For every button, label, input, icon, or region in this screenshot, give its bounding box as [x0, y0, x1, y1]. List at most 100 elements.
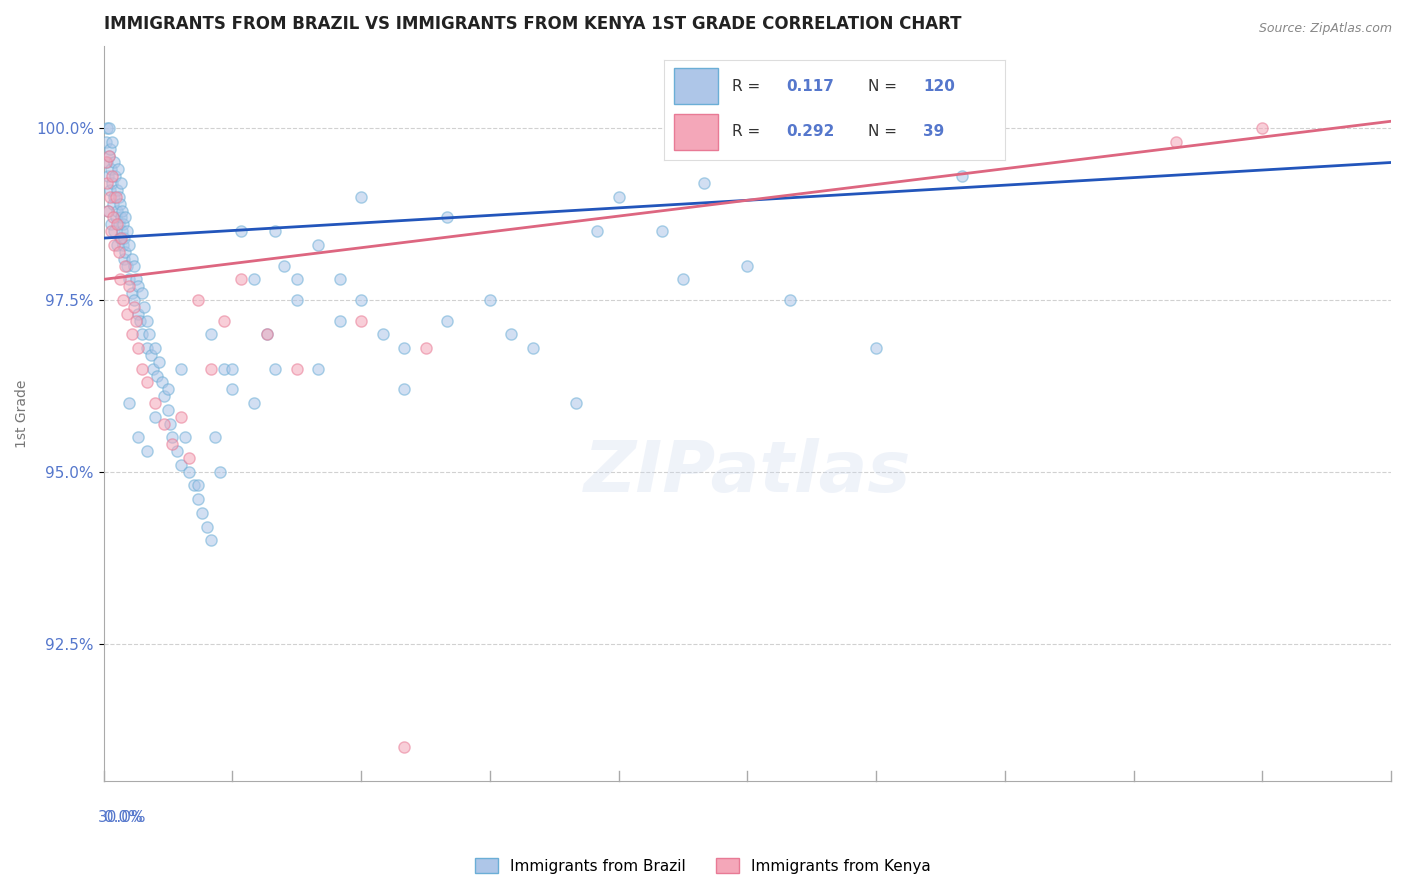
Point — [350, 190, 373, 204]
Point — [110, 176, 132, 190]
Point — [212, 313, 235, 327]
Point — [187, 293, 209, 307]
Point — [200, 327, 222, 342]
Point — [150, 376, 173, 390]
Text: Source: ZipAtlas.com: Source: ZipAtlas.com — [1258, 22, 1392, 36]
Point — [143, 341, 166, 355]
Point — [415, 341, 437, 355]
Point — [329, 272, 352, 286]
Point — [103, 238, 125, 252]
Point — [104, 190, 127, 204]
Point — [125, 313, 148, 327]
Point — [100, 224, 122, 238]
Point — [586, 224, 609, 238]
Point — [138, 327, 160, 342]
Point — [103, 190, 125, 204]
Point — [221, 361, 243, 376]
Point — [392, 341, 415, 355]
Point — [110, 231, 132, 245]
Point — [779, 293, 801, 307]
Point — [114, 259, 136, 273]
Point — [107, 162, 129, 177]
Point — [285, 361, 308, 376]
Point — [371, 327, 394, 342]
Point — [94, 155, 117, 169]
Point — [117, 259, 139, 273]
Point — [179, 450, 201, 465]
Point — [672, 272, 695, 286]
Point — [229, 272, 252, 286]
Point — [101, 196, 124, 211]
Point — [101, 211, 124, 225]
Point — [501, 327, 523, 342]
Point — [170, 458, 193, 472]
Point — [105, 238, 128, 252]
Point — [607, 190, 630, 204]
Point — [114, 211, 136, 225]
Point — [522, 341, 544, 355]
Point — [121, 286, 143, 301]
Point — [118, 396, 141, 410]
Point — [135, 376, 157, 390]
Point — [212, 361, 235, 376]
Point — [96, 155, 118, 169]
Point — [103, 155, 125, 169]
Point — [100, 218, 122, 232]
Point — [200, 361, 222, 376]
Point — [104, 169, 127, 184]
Point — [108, 272, 131, 286]
Point — [162, 430, 184, 444]
Point — [101, 169, 124, 184]
Point — [650, 224, 672, 238]
Point — [135, 341, 157, 355]
Point — [118, 279, 141, 293]
Point — [256, 327, 278, 342]
Point — [307, 238, 329, 252]
Point — [564, 396, 586, 410]
Point — [107, 190, 129, 204]
Point — [105, 218, 128, 232]
Text: 0.0%: 0.0% — [104, 811, 142, 825]
Point — [96, 121, 118, 136]
Point — [108, 196, 131, 211]
Point — [131, 286, 153, 301]
Point — [285, 272, 308, 286]
Point — [170, 361, 193, 376]
Point — [131, 361, 153, 376]
Point — [195, 520, 218, 534]
Point — [97, 169, 120, 184]
Point — [436, 211, 458, 225]
Point — [174, 430, 197, 444]
Point — [118, 238, 141, 252]
Point — [127, 307, 149, 321]
Point — [329, 313, 352, 327]
Point — [107, 244, 129, 259]
Text: ZIPatlas: ZIPatlas — [583, 438, 911, 507]
Point — [111, 293, 134, 307]
Point — [159, 417, 181, 431]
Point — [273, 259, 295, 273]
Point — [256, 327, 278, 342]
Point — [264, 361, 287, 376]
Point — [143, 409, 166, 424]
Point — [112, 252, 135, 266]
Point — [436, 313, 458, 327]
Point — [131, 327, 153, 342]
Point — [105, 183, 128, 197]
Point — [307, 361, 329, 376]
Point — [135, 444, 157, 458]
Point — [1251, 121, 1274, 136]
Point — [135, 313, 157, 327]
Point — [117, 224, 139, 238]
Point — [208, 465, 231, 479]
Text: IMMIGRANTS FROM BRAZIL VS IMMIGRANTS FROM KENYA 1ST GRADE CORRELATION CHART: IMMIGRANTS FROM BRAZIL VS IMMIGRANTS FRO… — [104, 15, 962, 33]
Point — [108, 231, 131, 245]
Point — [97, 148, 120, 162]
Point — [264, 224, 287, 238]
Point — [229, 224, 252, 238]
Point — [187, 478, 209, 492]
Point — [122, 293, 145, 307]
Legend: Immigrants from Brazil, Immigrants from Kenya: Immigrants from Brazil, Immigrants from … — [468, 852, 938, 880]
Text: 30.0%: 30.0% — [98, 811, 146, 825]
Point — [162, 437, 184, 451]
